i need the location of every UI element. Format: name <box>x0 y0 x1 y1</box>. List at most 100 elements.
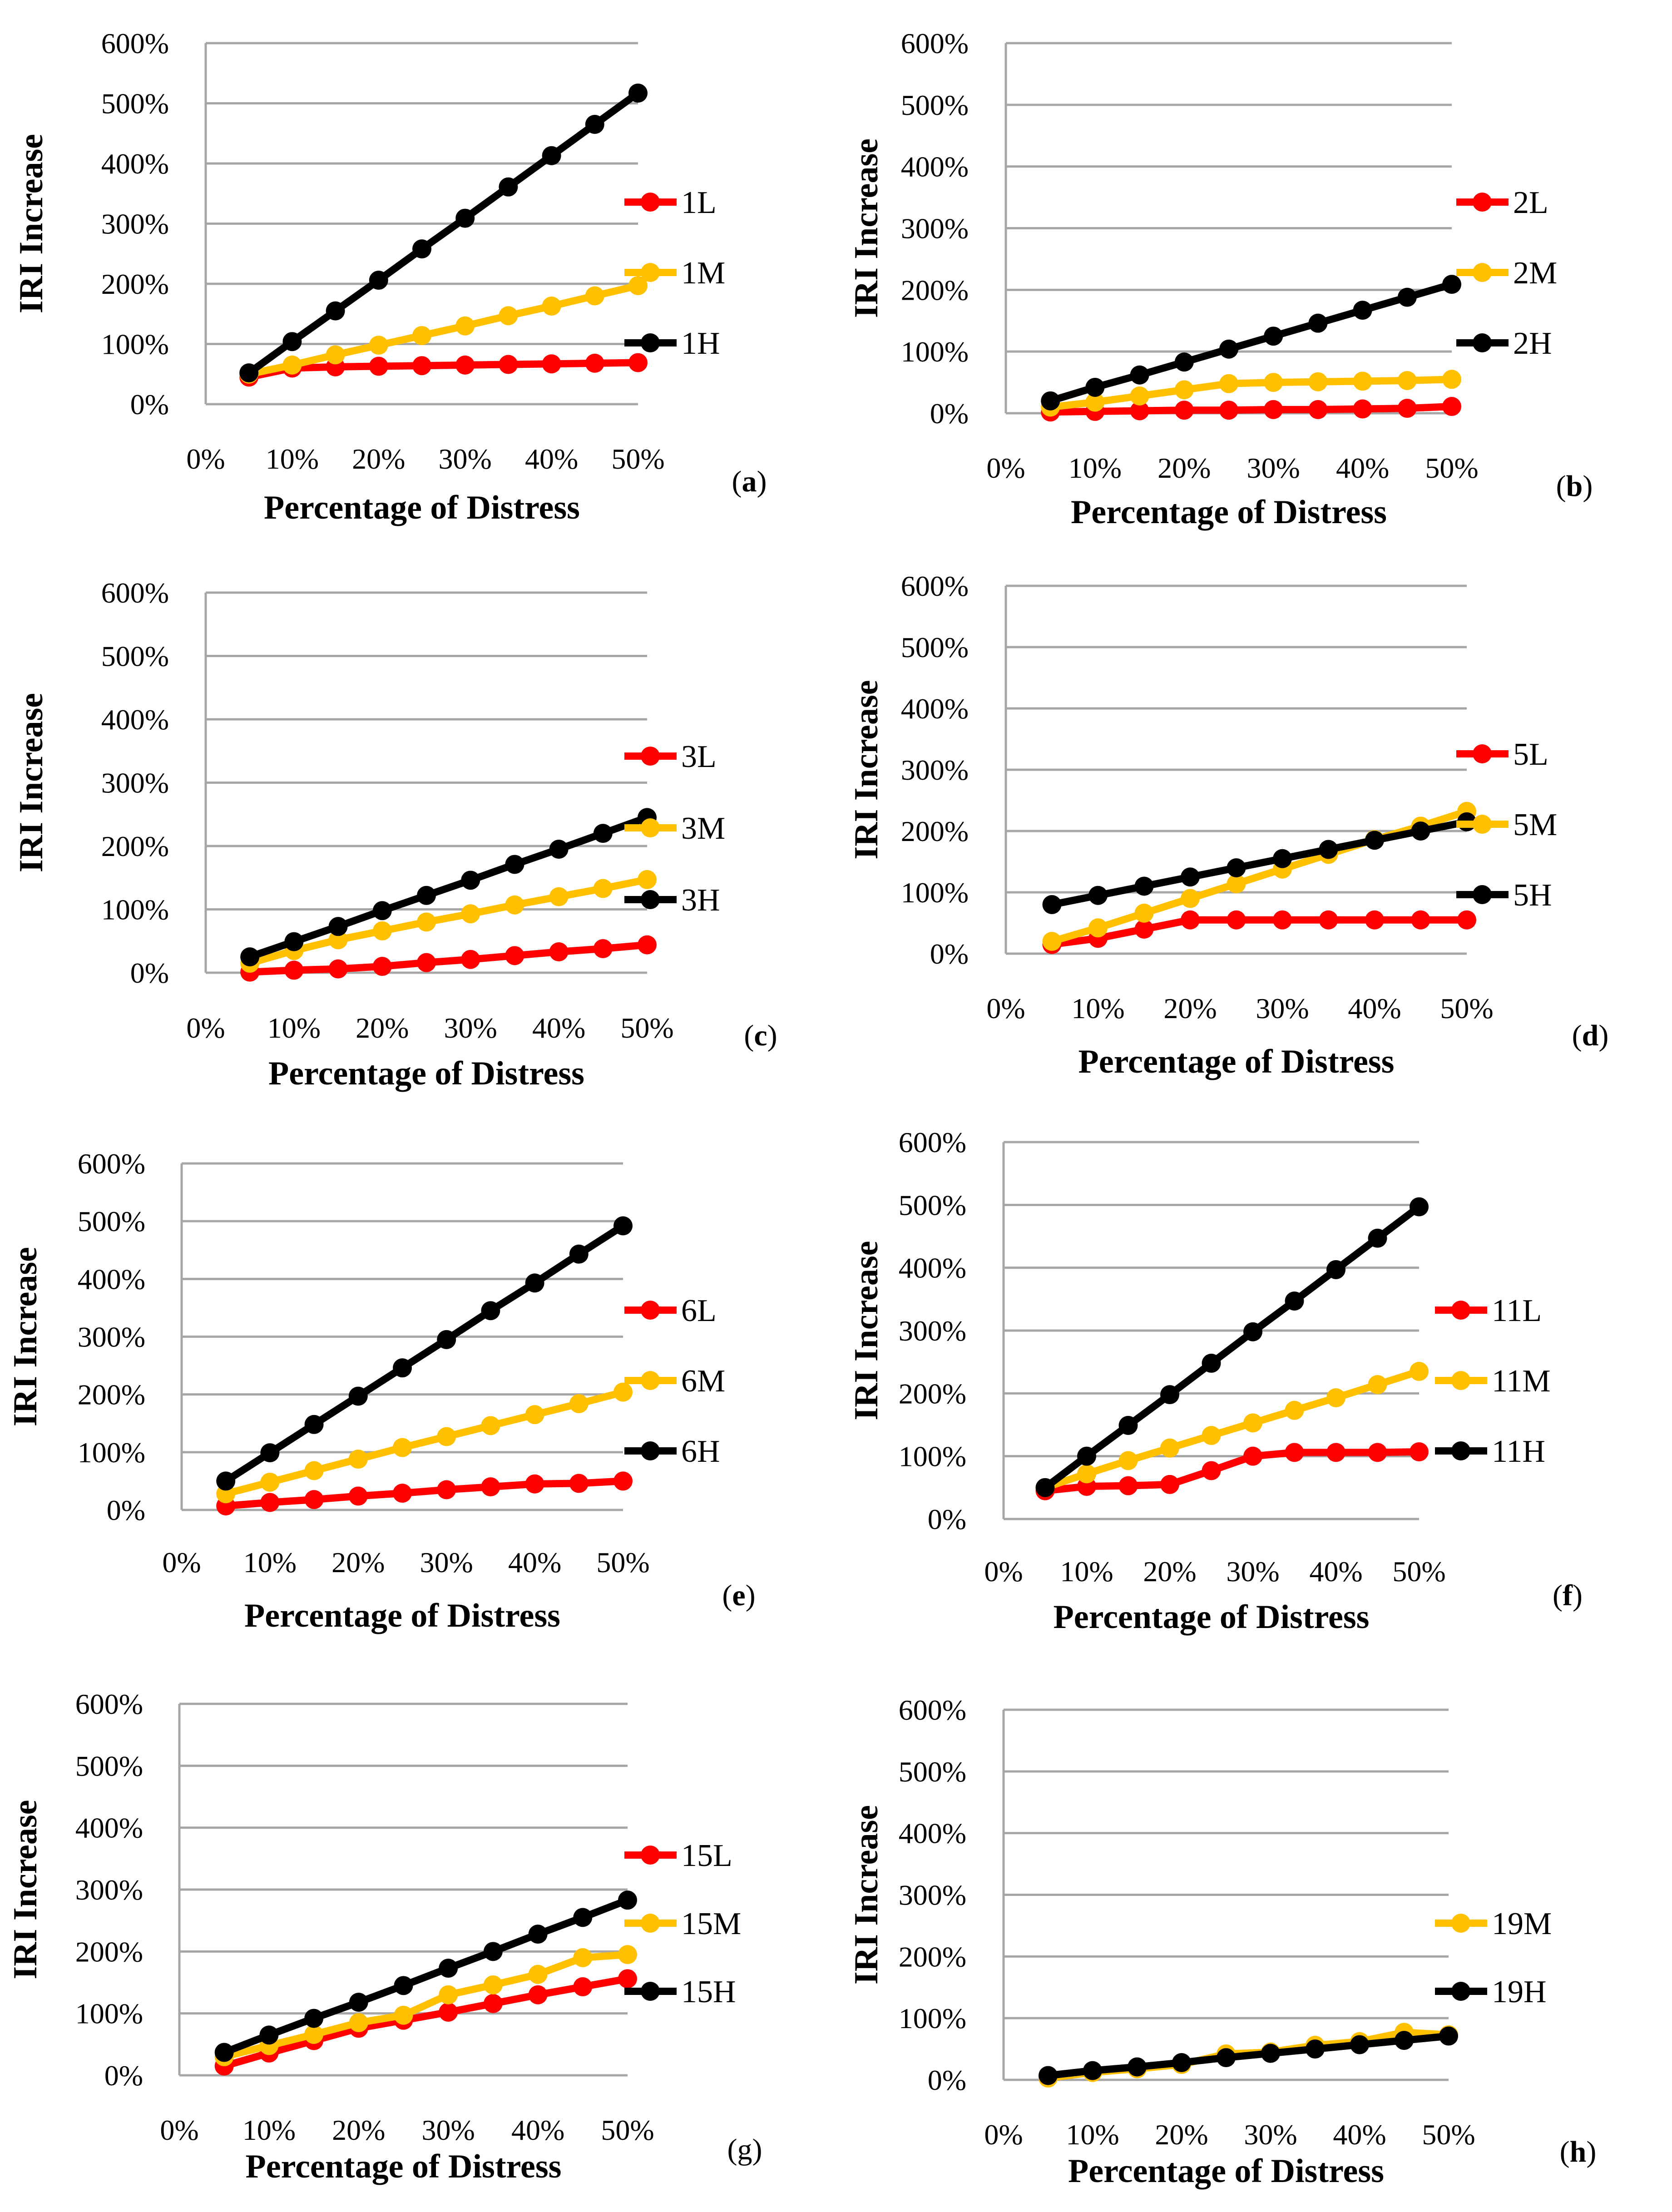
legend-label: 2L <box>1513 185 1548 220</box>
data-point <box>393 1484 412 1503</box>
data-point <box>1308 400 1328 419</box>
x-tick-label: 0% <box>186 1012 225 1044</box>
data-point <box>417 886 436 905</box>
data-point <box>1411 910 1430 930</box>
data-point <box>1397 399 1417 418</box>
data-point <box>585 286 604 306</box>
data-point <box>439 1959 458 1978</box>
y-tick-label: 600% <box>901 570 969 602</box>
data-point <box>1042 895 1062 914</box>
y-tick-label: 400% <box>75 1812 143 1844</box>
data-point <box>1217 2048 1236 2068</box>
data-point <box>412 239 431 259</box>
legend-label: 15L <box>681 1838 732 1873</box>
series-line <box>1047 281 1455 405</box>
data-point <box>483 1975 503 1994</box>
data-point <box>1174 352 1194 372</box>
legend-entry-11H: 11H <box>1435 1434 1545 1469</box>
y-tick-label: 100% <box>901 876 969 909</box>
chart-panel-b: 0% 100% 200% 300% 400% 500% 600% 0% 10% 20% 30% 40%… <box>848 27 1593 531</box>
series-line <box>220 1896 631 2056</box>
data-point <box>1308 313 1328 333</box>
data-point <box>1273 910 1292 930</box>
y-tick-label: 200% <box>899 1940 966 1973</box>
data-point <box>499 355 518 374</box>
legend-swatch-marker <box>641 1846 660 1865</box>
panel-label: (f) <box>1553 1579 1583 1612</box>
y-tick-label: 300% <box>75 1874 143 1906</box>
y-tick-label: 200% <box>101 830 169 862</box>
data-point <box>505 855 524 874</box>
data-point <box>569 1244 589 1264</box>
data-point <box>1264 400 1283 419</box>
x-axis-title: Percentage of Distress <box>1071 494 1387 531</box>
legend-swatch-marker <box>641 333 660 352</box>
series-15M <box>214 1945 637 2067</box>
x-tick-label: 50% <box>1392 1555 1445 1588</box>
y-axis-title: IRI Increase <box>848 1241 885 1420</box>
chart-panel-g: 0% 100% 200% 300% 400% 500% 600% 0% 10% 20% 30% 40%… <box>7 1688 762 2185</box>
data-point <box>1285 1291 1304 1311</box>
data-point <box>573 1948 593 1967</box>
x-tick-label: 40% <box>508 1546 561 1579</box>
data-point <box>481 1416 500 1435</box>
legend-swatch-marker <box>641 193 660 212</box>
data-point <box>260 1493 280 1512</box>
data-point <box>1319 840 1338 859</box>
data-point <box>483 1994 503 2013</box>
y-tick-label: 300% <box>901 754 969 786</box>
y-axis-title: IRI Increase <box>848 680 885 859</box>
x-tick-label: 30% <box>1247 452 1300 484</box>
data-point <box>1181 867 1200 887</box>
y-tick-label: 500% <box>901 631 969 663</box>
x-tick-label: 30% <box>1256 992 1309 1024</box>
panel-label-open: ( <box>727 2133 737 2166</box>
legend-entry-19H: 19H <box>1435 1974 1547 2009</box>
data-point <box>1326 1443 1346 1462</box>
series-6L <box>216 1471 633 1516</box>
data-point <box>1410 1442 1429 1461</box>
data-point <box>542 354 561 374</box>
y-tick-label: 400% <box>901 693 969 725</box>
legend-swatch-marker <box>641 818 660 837</box>
data-point <box>549 839 569 859</box>
data-point <box>1326 1260 1346 1279</box>
data-point <box>1442 397 1461 416</box>
panel-label-open: ( <box>1553 1579 1563 1612</box>
data-point <box>1353 399 1372 419</box>
data-point <box>1219 374 1238 393</box>
y-tick-label: 0% <box>928 2064 966 2096</box>
data-point <box>1243 1446 1262 1466</box>
data-point <box>304 1415 324 1434</box>
x-tick-label: 0% <box>986 992 1025 1024</box>
legend-swatch-marker <box>641 1371 660 1390</box>
y-tick-label: 600% <box>899 1694 966 1726</box>
series-5H <box>1042 812 1476 914</box>
data-point <box>1202 1426 1221 1445</box>
legend-swatch-marker <box>641 263 660 282</box>
y-tick-label: 0% <box>928 1503 966 1535</box>
data-point <box>628 353 648 372</box>
data-point <box>216 1471 236 1491</box>
y-tick-label: 300% <box>78 1321 145 1353</box>
data-point <box>1128 2057 1147 2077</box>
x-tick-label: 50% <box>620 1012 673 1044</box>
data-point <box>1181 889 1200 908</box>
data-point <box>349 1993 368 2012</box>
legend-label: 6H <box>681 1434 720 1469</box>
data-point <box>1174 401 1194 420</box>
x-tick-label: 10% <box>1066 2118 1119 2151</box>
y-axis-title: IRI Increase <box>13 693 50 872</box>
panel-label: (d) <box>1572 1019 1609 1052</box>
x-tick-label: 50% <box>596 1546 649 1579</box>
x-tick-label: 40% <box>525 443 578 475</box>
legend-label: 3L <box>681 739 717 774</box>
legend-swatch-marker <box>1473 885 1492 904</box>
series-1H <box>239 83 648 383</box>
legend-entry-6L: 6L <box>624 1293 717 1328</box>
data-point <box>549 887 569 906</box>
series-1L <box>239 353 648 387</box>
panel-label: (g) <box>727 2133 762 2166</box>
panel-label-letter: d <box>1582 1019 1599 1052</box>
